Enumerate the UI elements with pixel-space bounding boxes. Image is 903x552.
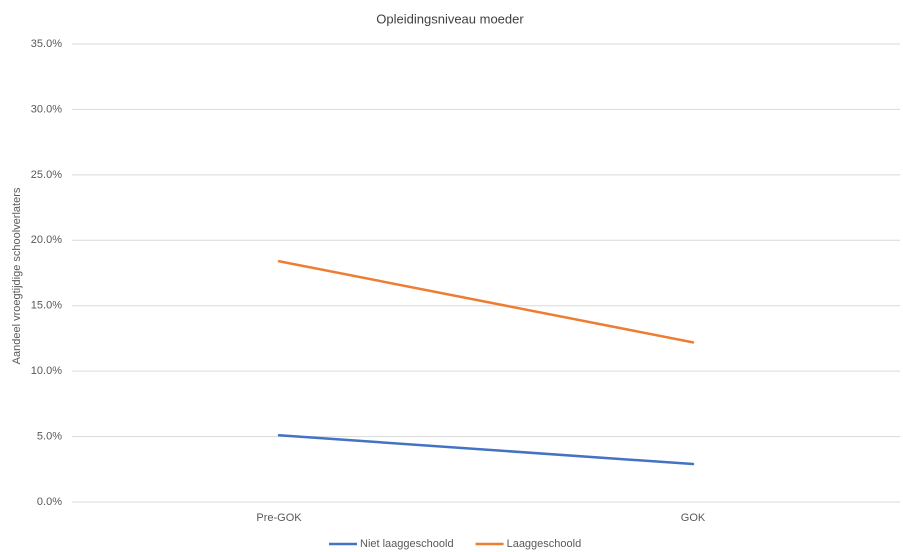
x-tick-label: Pre-GOK <box>256 512 302 524</box>
x-tick-label: GOK <box>681 512 706 524</box>
y-tick-label: 20.0% <box>31 234 62 246</box>
y-tick-label: 10.0% <box>31 365 62 377</box>
y-tick-label: 0.0% <box>37 496 62 508</box>
series-line <box>277 259 695 344</box>
series-line <box>277 434 695 466</box>
y-tick-label: 15.0% <box>31 300 62 312</box>
legend-label: Laaggeschoold <box>507 538 582 550</box>
y-axis-label: Aandeel vroegtijdige schoolverlaters <box>11 187 23 364</box>
y-tick-label: 30.0% <box>31 103 62 115</box>
chart-title: Opleidingsniveau moeder <box>376 11 524 26</box>
y-tick-label: 25.0% <box>31 169 62 181</box>
legend-label: Niet laaggeschoold <box>360 538 454 550</box>
y-tick-label: 35.0% <box>31 38 62 50</box>
y-tick-label: 5.0% <box>37 430 62 442</box>
